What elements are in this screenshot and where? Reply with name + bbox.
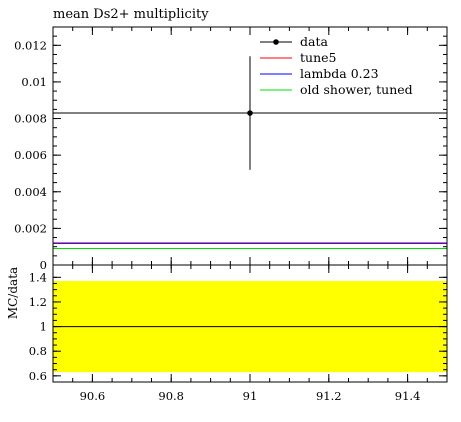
data-point [247, 110, 253, 116]
x-tick-label: 90.8 [158, 389, 184, 403]
main-y-tick-label: 0.004 [14, 185, 47, 199]
legend-marker [273, 39, 279, 45]
legend-label-3: old shower, tuned [300, 82, 413, 97]
x-axis-labels: 90.6 90.8 91 91.2 91.4 [80, 389, 421, 403]
x-tick-label: 90.6 [80, 389, 106, 403]
main-y-tick-label: 0.01 [21, 75, 47, 89]
legend-label-1: tune5 [300, 50, 336, 65]
ratio-y-tick-label: 0.8 [29, 344, 47, 358]
main-panel: 0 0.002 0.004 0.006 0.008 0.01 0.012 datatune5l… [14, 26, 448, 272]
x-tick-label: 91.2 [316, 389, 342, 403]
ratio-y-tick-label: 1 [40, 320, 47, 334]
main-y-tick-label: 0.006 [14, 148, 47, 162]
ratio-y-tick-label: 0.6 [29, 369, 47, 383]
legend-label-0: data [300, 34, 328, 49]
ratio-y-label: MC/data [6, 267, 20, 319]
x-tick-label: 91 [243, 389, 258, 403]
legend-label-2: lambda 0.23 [300, 66, 379, 81]
main-y-tick-label: 0.008 [14, 112, 47, 126]
ratio-panel: 0.6 0.8 1 1.2 1.4 [29, 264, 448, 383]
x-tick-label: 91.4 [395, 389, 421, 403]
main-y-tick-label: 0.012 [14, 38, 47, 52]
ratio-y-tick-label: 1.2 [29, 295, 47, 309]
ratio-y-tick-label: 1.4 [29, 270, 47, 284]
chart-title: mean Ds2+ multiplicity [53, 7, 209, 22]
main-y-tick-label: 0.002 [14, 221, 47, 235]
main-y-tick-label: 0 [40, 258, 47, 272]
